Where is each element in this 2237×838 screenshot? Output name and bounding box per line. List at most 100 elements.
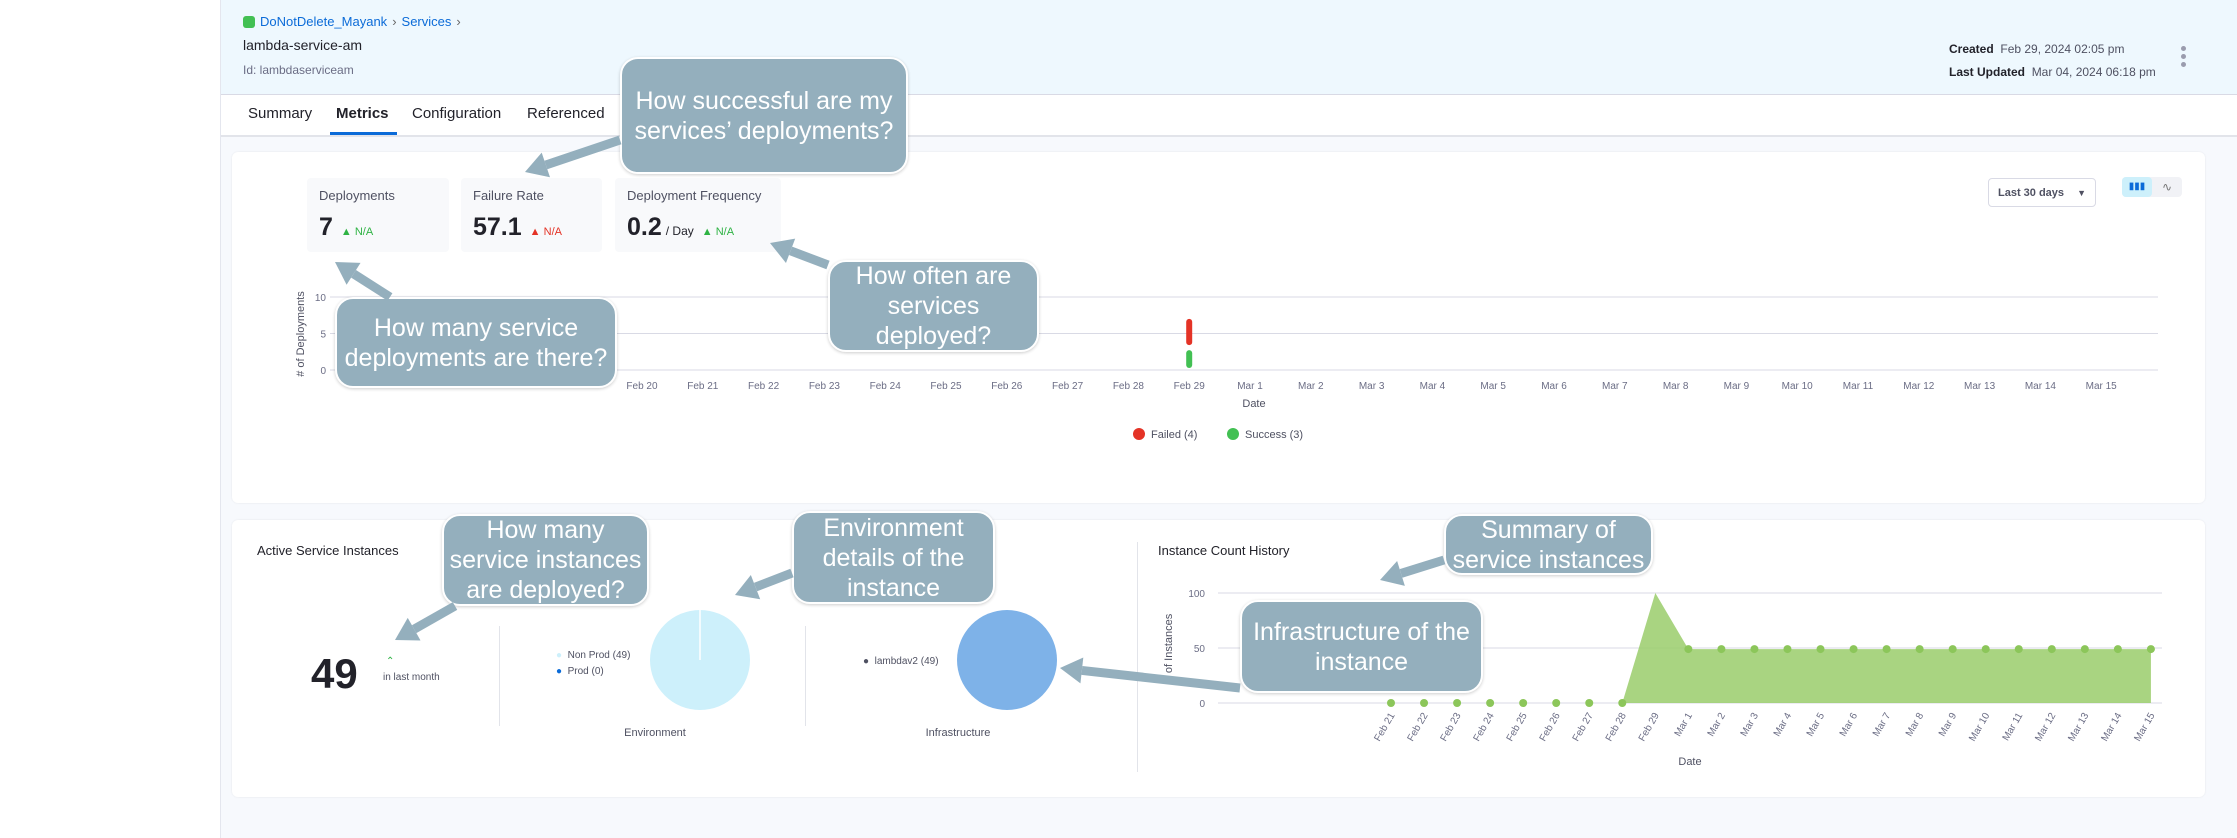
y-axis-label: # of Deployments xyxy=(295,291,307,377)
x-tick-label: Mar 1 xyxy=(1237,381,1263,392)
instances-caption: in last month xyxy=(383,672,440,683)
x-tick-label: Feb 25 xyxy=(1505,711,1530,744)
legend-label: lambdav2 (49) xyxy=(874,656,939,667)
data-point xyxy=(1420,699,1429,707)
tab-configuration[interactable]: Configuration xyxy=(412,105,502,122)
divider xyxy=(805,626,806,726)
x-axis-label: Date xyxy=(1678,756,1701,768)
y-tick-label: 0 xyxy=(320,366,326,377)
divider xyxy=(1137,542,1138,772)
metric-value: 0.2 xyxy=(627,213,662,241)
metric-deployments: Deployments 7 ▲ N/A xyxy=(307,178,449,252)
updated-value: Mar 04, 2024 06:18 pm xyxy=(2031,65,2156,79)
caret-down-icon: ▼ xyxy=(2077,187,2086,198)
bar-chart-icon[interactable]: ▮▮▮ xyxy=(2122,177,2152,197)
data-point xyxy=(1882,645,1891,654)
date-range-select[interactable]: Last 30 days ▼ xyxy=(1988,178,2096,207)
callout: How successful are my services’ deployme… xyxy=(620,57,908,174)
y-tick-label: 50 xyxy=(1194,644,1206,655)
updated-label: Last Updated xyxy=(1949,65,2026,79)
page-title: lambda-service-am xyxy=(243,37,363,53)
data-point xyxy=(1783,645,1792,654)
service-id: Id: lambdaserviceam xyxy=(243,63,354,77)
x-tick-label: Mar 15 xyxy=(2132,711,2157,744)
data-point xyxy=(1552,699,1561,707)
trend-up-icon: ⌃ xyxy=(386,656,395,667)
kebab-dot xyxy=(2181,54,2186,59)
kebab-menu-icon[interactable] xyxy=(2181,46,2186,70)
line-chart-icon[interactable]: ∿ xyxy=(2161,180,2173,194)
tab-bar: Summary Metrics Configuration Referenced xyxy=(221,95,2237,137)
metric-label: Deployment Frequency xyxy=(627,188,762,203)
data-point xyxy=(2080,645,2089,654)
y-tick-label: 100 xyxy=(1188,589,1205,600)
chevron-right-icon: › xyxy=(392,14,397,29)
chart-type-toggle: ▮▮▮ ∿ xyxy=(2122,177,2182,197)
x-tick-label: Feb 29 xyxy=(1637,711,1662,744)
kebab-dot xyxy=(2181,46,2186,51)
x-tick-label: Mar 9 xyxy=(1937,711,1960,739)
legend-label: Failed (4) xyxy=(1151,429,1197,441)
x-tick-label: Mar 11 xyxy=(2001,711,2026,743)
breadcrumb-services[interactable]: Services xyxy=(401,14,452,29)
tab-summary[interactable]: Summary xyxy=(248,105,313,122)
callout: How many service instances are deployed? xyxy=(442,514,649,606)
data-point xyxy=(1387,699,1395,707)
data-point xyxy=(2047,645,2056,654)
x-tick-label: Mar 10 xyxy=(1967,711,1992,744)
created-label: Created xyxy=(1949,42,1994,56)
metric-change: ▲ N/A xyxy=(340,226,374,238)
x-tick-label: Mar 5 xyxy=(1805,711,1828,739)
x-tick-label: Mar 13 xyxy=(1964,381,1996,392)
page-header: DoNotDelete_Mayank › Services › lambda-s… xyxy=(221,0,2237,95)
x-tick-label: Feb 20 xyxy=(626,381,658,392)
data-point xyxy=(2014,645,2023,654)
instances-count: 49 xyxy=(311,650,358,697)
x-tick-label: Feb 27 xyxy=(1571,711,1596,744)
data-point xyxy=(1948,645,1957,654)
instances-title: Active Service Instances xyxy=(257,543,399,558)
environment-pie-title: Environment xyxy=(624,727,686,739)
data-point xyxy=(1816,645,1825,654)
x-tick-label: Mar 7 xyxy=(1602,381,1628,392)
data-point xyxy=(1717,645,1726,654)
x-tick-label: Mar 2 xyxy=(1706,711,1729,739)
x-tick-label: Mar 8 xyxy=(1663,381,1689,392)
x-tick-label: Feb 23 xyxy=(1439,711,1464,744)
x-tick-label: Mar 8 xyxy=(1904,711,1927,739)
kebab-dot xyxy=(2181,62,2186,67)
metric-value: 57.1 xyxy=(473,213,522,241)
metric-failure-rate: Failure Rate 57.1 ▲ N/A xyxy=(461,178,602,252)
legend-dot xyxy=(1227,428,1239,440)
data-point xyxy=(1915,645,1924,654)
x-tick-label: Mar 5 xyxy=(1480,381,1506,392)
breadcrumb: DoNotDelete_Mayank › Services › xyxy=(243,14,461,29)
x-tick-label: Mar 3 xyxy=(1739,711,1762,739)
date-range-value: Last 30 days xyxy=(1998,186,2065,199)
project-icon xyxy=(243,15,255,28)
x-tick-label: Mar 10 xyxy=(1782,381,1814,392)
metric-deployment-frequency: Deployment Frequency 0.2/ Day ▲ N/A xyxy=(615,178,781,252)
y-tick-label: 10 xyxy=(315,293,327,304)
tab-metrics[interactable]: Metrics xyxy=(336,105,389,122)
data-point xyxy=(2113,645,2122,654)
y-axis-label: # of Instances xyxy=(1163,613,1175,682)
tab-referenced[interactable]: Referenced xyxy=(527,105,605,122)
x-tick-label: Mar 12 xyxy=(2033,711,2058,744)
callout: Environment details of the instance xyxy=(792,511,995,604)
x-tick-label: Feb 24 xyxy=(1472,711,1497,744)
x-tick-label: Mar 6 xyxy=(1541,381,1567,392)
active-tab-indicator xyxy=(330,132,397,135)
data-point xyxy=(1453,699,1462,707)
callout: Summary of service instances xyxy=(1444,514,1653,575)
success-bar xyxy=(1186,350,1193,368)
timestamps: Created Feb 29, 2024 02:05 pm Last Updat… xyxy=(1949,38,2156,84)
x-tick-label: Mar 13 xyxy=(2066,711,2091,744)
x-tick-label: Feb 29 xyxy=(1174,381,1206,392)
x-tick-label: Mar 6 xyxy=(1838,711,1861,739)
breadcrumb-project[interactable]: DoNotDelete_Mayank xyxy=(260,14,388,29)
x-tick-label: Mar 14 xyxy=(2025,381,2057,392)
x-tick-label: Feb 21 xyxy=(1373,711,1398,744)
environment-legend: ● Non Prod (49) ● Prod (0) xyxy=(556,648,630,680)
